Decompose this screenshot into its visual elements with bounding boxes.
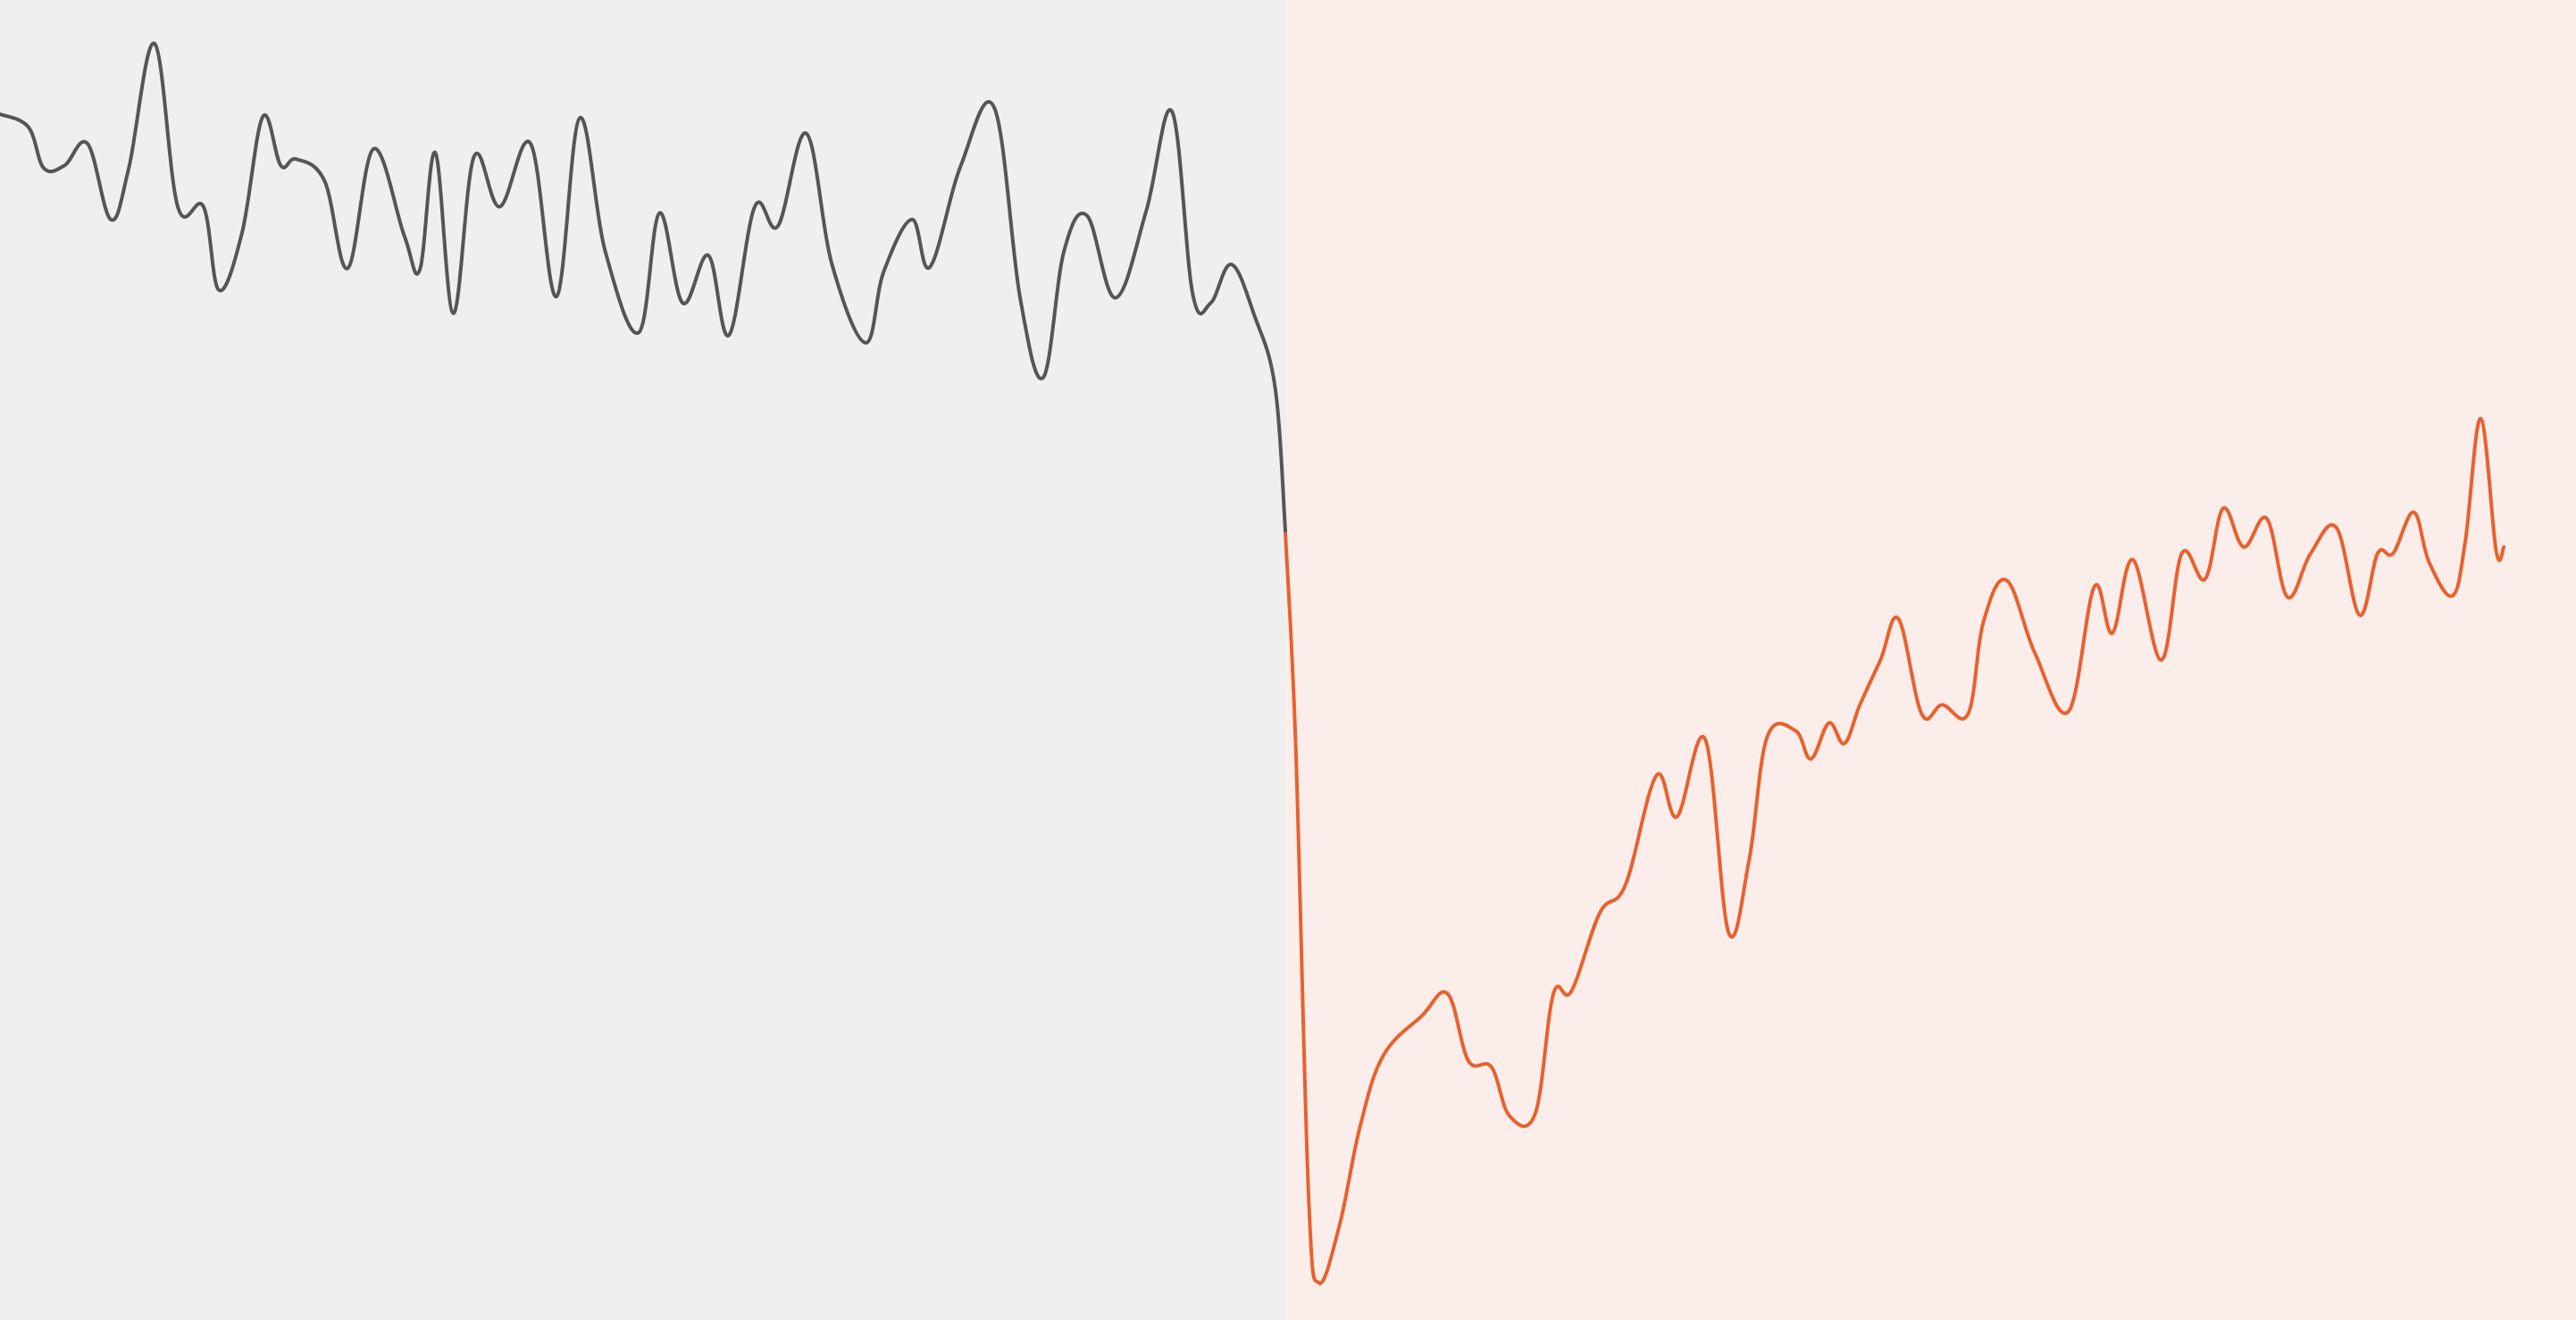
forecast-region-shading xyxy=(1285,0,2576,1320)
series-line-forecast xyxy=(1284,416,2506,1285)
series-line-history xyxy=(0,41,1288,534)
series-layer xyxy=(0,41,2506,1285)
